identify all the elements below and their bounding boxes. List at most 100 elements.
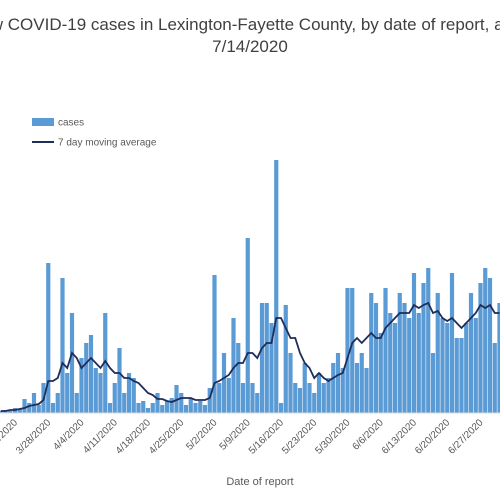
bar (478, 283, 483, 413)
bar (198, 401, 203, 413)
x-tick-label: 4/25/2020 (147, 417, 187, 457)
bar (231, 318, 236, 413)
bar (445, 323, 450, 413)
bar (69, 313, 75, 413)
x-tick-label: 3/28/2020 (14, 417, 54, 457)
bar (255, 393, 260, 413)
bar (321, 383, 326, 413)
bar (17, 409, 22, 413)
bar (354, 363, 360, 413)
bar (411, 273, 417, 413)
bar (193, 403, 198, 413)
bar (430, 353, 436, 413)
x-axis-title: Date of report (226, 476, 293, 488)
bar (141, 401, 146, 413)
bar (79, 358, 84, 413)
bar (473, 318, 478, 413)
bar (207, 388, 212, 413)
bar (46, 263, 51, 413)
bar (169, 398, 174, 413)
bar (136, 403, 141, 413)
bar (340, 368, 345, 413)
bar (302, 363, 307, 413)
bar (240, 383, 246, 413)
bar (164, 401, 170, 413)
bar (435, 293, 440, 413)
bar (288, 353, 293, 413)
bar (307, 383, 312, 413)
bar (459, 338, 464, 413)
bar (454, 338, 459, 413)
bar (145, 408, 151, 413)
bar (22, 399, 27, 413)
bar (378, 333, 383, 413)
x-tick-label: 6/13/2020 (380, 417, 420, 457)
bar (331, 363, 336, 413)
bar (126, 373, 132, 413)
bar (345, 288, 350, 413)
bar (278, 403, 284, 413)
bar (93, 368, 98, 413)
legend-label: 7 day moving average (58, 138, 157, 149)
bar (202, 405, 208, 413)
bar (397, 293, 402, 413)
bar (236, 343, 241, 413)
bar (226, 378, 231, 413)
bar (245, 238, 250, 413)
bar (421, 283, 426, 413)
bar (416, 313, 421, 413)
bar (65, 373, 70, 413)
bar (112, 383, 117, 413)
x-tick-label: 4/18/2020 (114, 417, 154, 457)
bar (274, 160, 279, 413)
bar (335, 353, 341, 413)
bar (293, 383, 298, 413)
x-tick-label: 5/30/2020 (313, 417, 353, 457)
bar (283, 305, 288, 413)
bar (464, 323, 469, 413)
bar (8, 411, 13, 413)
bar (468, 293, 474, 413)
bar (221, 353, 227, 413)
bar (364, 368, 369, 413)
bar (55, 393, 60, 413)
chart-title: New COVID-19 cases in Lexington-Fayette … (0, 15, 500, 34)
bar (50, 403, 56, 413)
bar (483, 268, 488, 413)
x-tick-label: 5/2/2020 (184, 417, 220, 453)
bar (440, 318, 445, 413)
bar (188, 398, 193, 413)
bar (297, 388, 303, 413)
bar (350, 288, 355, 413)
bar (212, 275, 217, 413)
bar (264, 303, 269, 413)
bar (88, 335, 94, 413)
bar (383, 288, 388, 413)
bar (392, 323, 398, 413)
legend-swatch (32, 118, 54, 126)
bar (160, 405, 165, 413)
moving-average-line (0, 301, 500, 412)
bar (131, 378, 136, 413)
bar (36, 405, 41, 413)
x-tick-label: 6/20/2020 (413, 417, 453, 457)
bar (426, 268, 431, 413)
bar (179, 393, 184, 413)
bar (449, 273, 455, 413)
bar (27, 403, 32, 413)
bar (183, 405, 189, 413)
x-tick-label: 6/27/2020 (446, 417, 486, 457)
bar (103, 313, 108, 413)
bar (316, 373, 322, 413)
bar (269, 323, 274, 413)
chart-subtitle: 7/14/2020 (212, 37, 288, 56)
bar (487, 278, 493, 413)
bar (407, 318, 412, 413)
bar (155, 393, 160, 413)
bar (31, 393, 37, 413)
x-tick-label: 5/23/2020 (280, 417, 320, 457)
bar (326, 378, 331, 413)
bar (373, 303, 379, 413)
bar (98, 373, 103, 413)
